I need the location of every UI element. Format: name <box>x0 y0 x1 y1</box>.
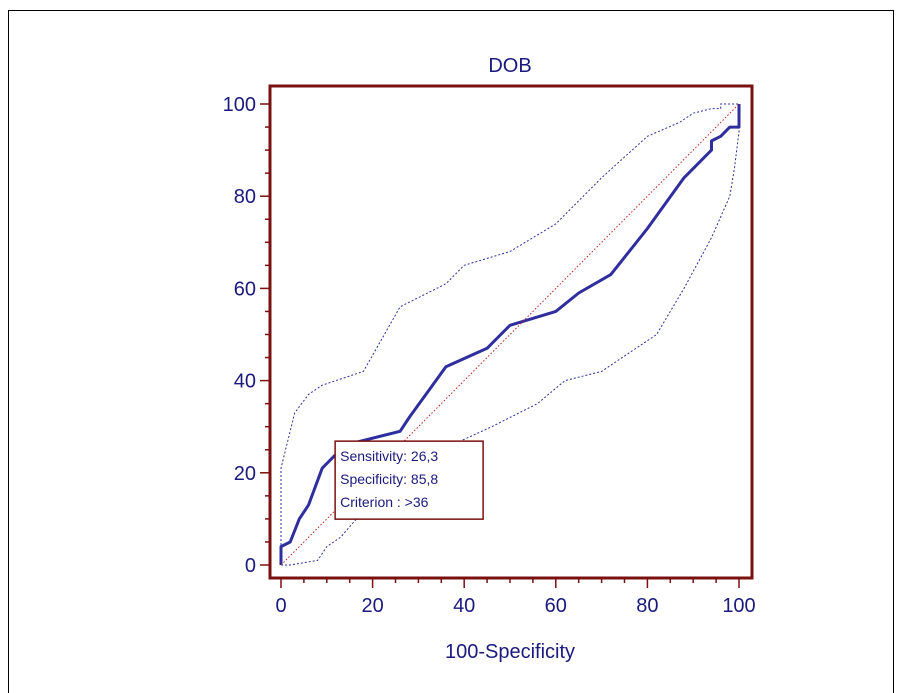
criterion-annotation-box <box>334 440 484 520</box>
x-tick-label: 0 <box>275 595 286 617</box>
figure-frame <box>8 10 894 693</box>
plot-frame <box>268 84 754 580</box>
roc-curve-line <box>279 104 741 565</box>
y-tick-label: 20 <box>234 463 256 485</box>
y-tick-label: 0 <box>245 555 256 577</box>
y-tick-label: 100 <box>223 94 256 116</box>
annotation-line: Sensitivity: 26,3 <box>340 448 438 464</box>
ci-upper-line <box>280 103 739 565</box>
annotation-line: Criterion : >36 <box>340 494 429 510</box>
x-tick-label: 40 <box>453 595 475 617</box>
y-tick-label: 80 <box>234 186 256 208</box>
x-tick-label: 100 <box>722 595 755 617</box>
chart-title: DOB <box>488 55 531 77</box>
x-axis-label: 100-Specificity <box>445 641 575 663</box>
y-tick-label: 60 <box>234 278 256 300</box>
ci-lower-line <box>281 104 740 566</box>
y-tick-label: 40 <box>234 371 256 393</box>
x-tick-label: 80 <box>636 595 658 617</box>
x-tick-label: 20 <box>361 595 383 617</box>
annotation-line: Specificity: 85,8 <box>340 471 438 487</box>
x-tick-label: 60 <box>545 595 567 617</box>
